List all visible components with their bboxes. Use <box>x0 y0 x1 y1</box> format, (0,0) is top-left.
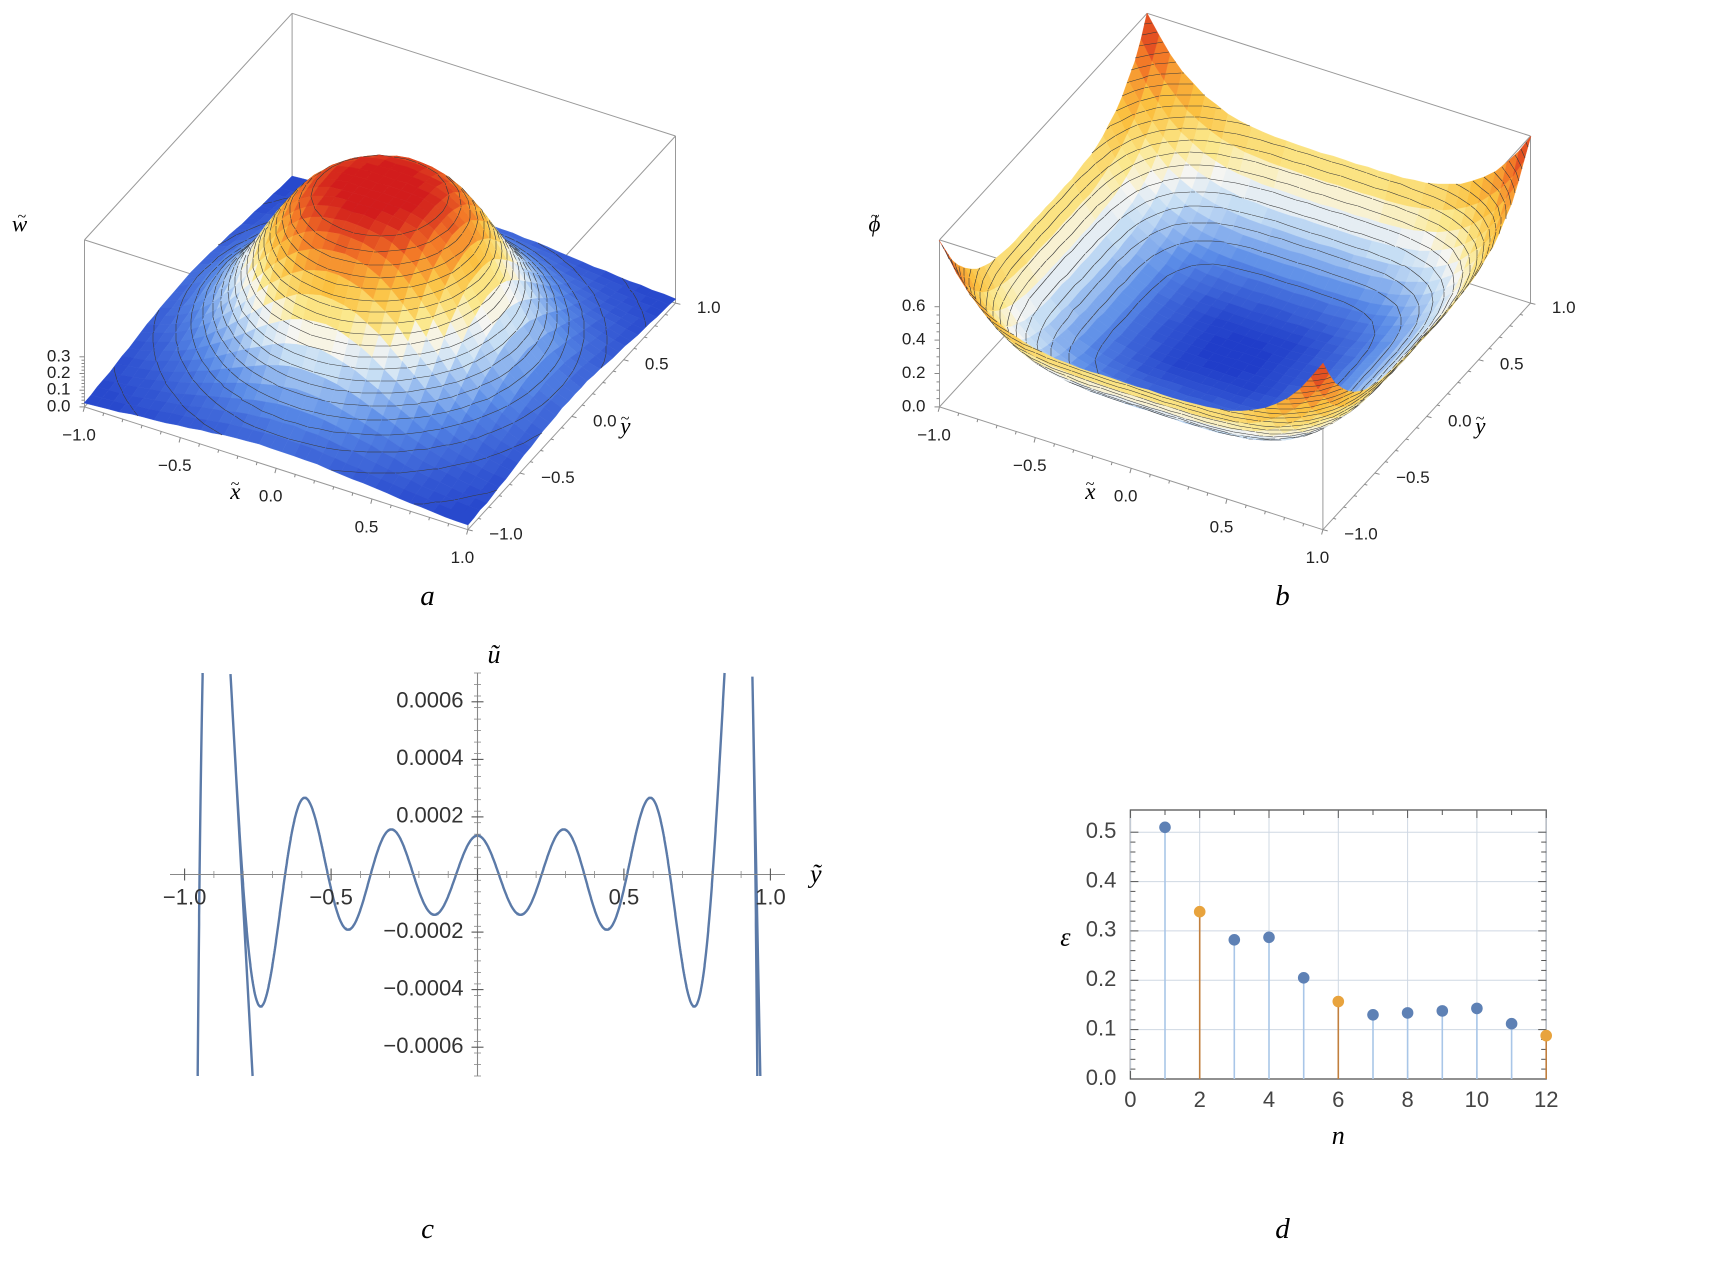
svg-text:0.0004: 0.0004 <box>396 745 463 770</box>
svg-text:6: 6 <box>1332 1087 1344 1112</box>
svg-text:1.0: 1.0 <box>755 885 786 910</box>
svg-text:−0.5: −0.5 <box>158 456 192 475</box>
svg-text:0.0: 0.0 <box>47 396 71 415</box>
svg-text:1.0: 1.0 <box>697 298 721 317</box>
svg-text:12: 12 <box>1534 1087 1558 1112</box>
svg-text:y~: y~ <box>618 411 631 439</box>
svg-text:1.0: 1.0 <box>451 548 475 567</box>
svg-text:x~: x~ <box>229 476 241 504</box>
svg-text:0.0002: 0.0002 <box>396 803 463 828</box>
svg-text:−0.0002: −0.0002 <box>383 918 463 943</box>
svg-text:0.0: 0.0 <box>1086 1065 1117 1090</box>
svg-text:−1.0: −1.0 <box>163 885 206 910</box>
svg-text:0.4: 0.4 <box>902 330 926 349</box>
svg-text:0.1: 0.1 <box>1086 1015 1117 1040</box>
svg-text:0.5: 0.5 <box>1210 517 1234 536</box>
svg-text:0.2: 0.2 <box>902 363 926 382</box>
svg-text:0.0: 0.0 <box>593 411 617 430</box>
svg-text:−0.0004: −0.0004 <box>383 975 463 1000</box>
svg-text:0.3: 0.3 <box>47 346 71 365</box>
svg-text:0.5: 0.5 <box>609 885 640 910</box>
svg-text:b: b <box>1275 580 1290 612</box>
svg-text:0.5: 0.5 <box>645 355 669 374</box>
svg-text:−1.0: −1.0 <box>917 425 951 444</box>
svg-text:1.0: 1.0 <box>1552 298 1576 317</box>
svg-text:d: d <box>1275 1213 1290 1245</box>
svg-text:−0.5: −0.5 <box>1396 468 1430 487</box>
svg-text:a: a <box>420 580 435 612</box>
svg-text:−1.0: −1.0 <box>1344 525 1378 544</box>
svg-text:0.5: 0.5 <box>355 517 379 536</box>
svg-text:4: 4 <box>1263 1087 1275 1112</box>
svg-text:−1.0: −1.0 <box>489 525 523 544</box>
svg-text:1.0: 1.0 <box>1306 548 1330 567</box>
svg-text:8: 8 <box>1401 1087 1413 1112</box>
svg-text:0.0: 0.0 <box>902 396 926 415</box>
svg-text:w~: w~ <box>12 208 28 236</box>
svg-text:0.4: 0.4 <box>1086 867 1117 892</box>
svg-text:c: c <box>421 1213 434 1245</box>
svg-text:ỹ: ỹ <box>807 860 823 889</box>
svg-text:−0.5: −0.5 <box>541 468 575 487</box>
svg-text:0.0: 0.0 <box>259 487 283 506</box>
svg-text:0: 0 <box>1124 1087 1136 1112</box>
svg-text:2: 2 <box>1194 1087 1206 1112</box>
svg-text:−0.5: −0.5 <box>1013 456 1047 475</box>
svg-text:y~: y~ <box>1473 411 1486 439</box>
svg-text:0.0006: 0.0006 <box>396 688 463 713</box>
svg-text:0.5: 0.5 <box>1500 355 1524 374</box>
svg-text:ϕ~: ϕ~ <box>869 208 881 236</box>
svg-text:ε: ε <box>1060 923 1071 952</box>
svg-text:0.0: 0.0 <box>1448 411 1472 430</box>
svg-text:0.2: 0.2 <box>47 363 71 382</box>
svg-text:−0.5: −0.5 <box>309 885 352 910</box>
svg-text:0.2: 0.2 <box>1086 966 1117 991</box>
svg-text:0.0: 0.0 <box>1114 487 1138 506</box>
svg-text:10: 10 <box>1465 1087 1489 1112</box>
svg-text:0.3: 0.3 <box>1086 917 1117 942</box>
svg-text:n: n <box>1332 1121 1345 1150</box>
svg-text:x~: x~ <box>1084 476 1096 504</box>
svg-text:0.5: 0.5 <box>1086 818 1117 843</box>
svg-text:ũ: ũ <box>488 640 501 669</box>
svg-text:0.1: 0.1 <box>47 380 71 399</box>
svg-text:−1.0: −1.0 <box>62 425 96 444</box>
svg-text:−0.0006: −0.0006 <box>383 1033 463 1058</box>
svg-text:0.6: 0.6 <box>902 296 926 315</box>
